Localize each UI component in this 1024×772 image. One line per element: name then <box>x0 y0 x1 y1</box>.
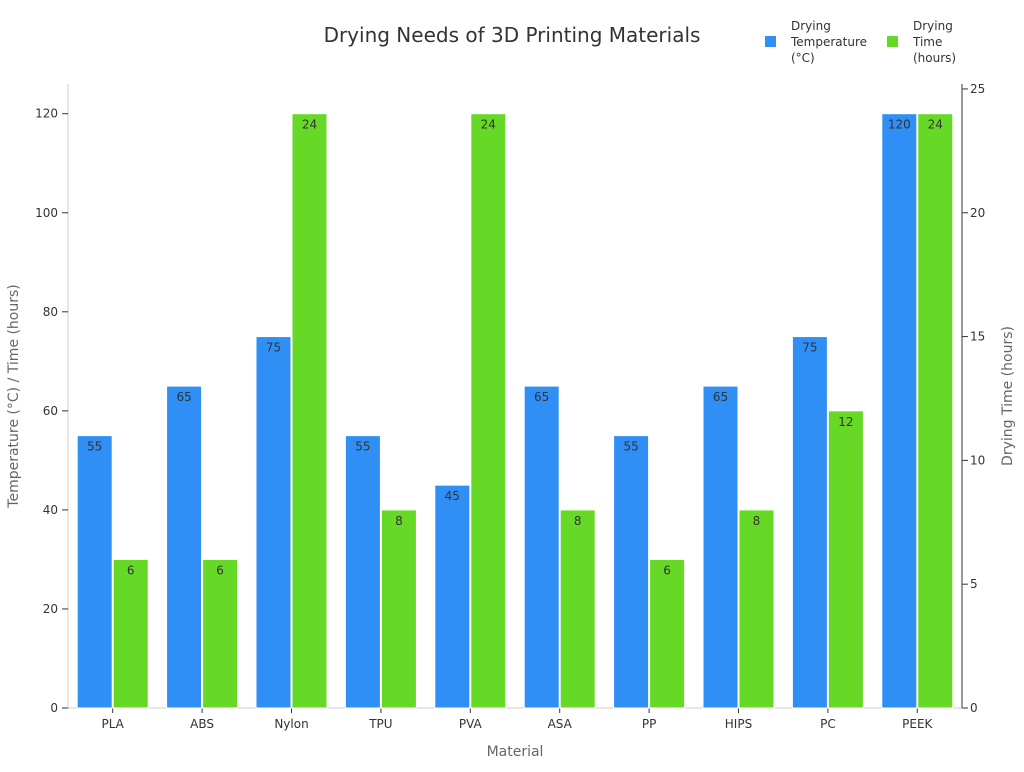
y-tick-label-left: 40 <box>43 503 58 517</box>
y-tick-label-right: 20 <box>970 206 985 220</box>
bar-temperature <box>255 336 292 709</box>
bar-label-temperature: 75 <box>802 341 817 355</box>
bar-label-drying-time: 8 <box>753 514 761 528</box>
bar-label-temperature: 65 <box>534 390 549 404</box>
x-tick-label: PP <box>642 717 656 731</box>
x-axis-title: Material <box>487 744 544 760</box>
x-tick-label: TPU <box>368 717 392 731</box>
y-tick-label-left: 60 <box>43 404 58 418</box>
bar-drying-time <box>649 558 686 709</box>
y-ticks-left: 0 20 40 60 80 100 120 <box>35 107 68 715</box>
y-tick-label-right: 5 <box>970 577 978 591</box>
x-tick-label: HIPS <box>725 717 752 731</box>
bar-label-drying-time: 24 <box>302 118 317 132</box>
x-ticks: PLA ABS Nylon TPU PVA ASA PP HIPS PC PEEK <box>101 708 934 731</box>
y-tick-label-left: 0 <box>50 701 58 715</box>
bar-temperature <box>791 336 828 709</box>
x-tick-label: PEEK <box>902 717 933 731</box>
bar-drying-time <box>917 113 954 709</box>
bar-temperature <box>523 385 560 709</box>
bar-label-temperature: 65 <box>176 390 191 404</box>
legend-swatch <box>887 36 898 47</box>
bar-drying-time <box>470 113 507 709</box>
bar-drying-time <box>202 558 239 709</box>
x-tick-label: PVA <box>459 717 483 731</box>
bar-drying-time <box>380 509 417 709</box>
bar-label-drying-time: 8 <box>574 514 582 528</box>
y-ticks-right: 0 5 10 15 20 25 <box>962 82 985 715</box>
y-tick-label-left: 80 <box>43 305 58 319</box>
bar-label-drying-time: 8 <box>395 514 403 528</box>
bar-label-drying-time: 24 <box>481 118 496 132</box>
bar-temperature <box>881 113 918 709</box>
bar-temperature <box>434 484 471 709</box>
y-tick-label-left: 120 <box>35 107 58 121</box>
bar-label-drying-time: 24 <box>928 118 943 132</box>
y-tick-label-right: 25 <box>970 82 985 96</box>
legend-label: Drying Temperature (°C) <box>790 19 867 65</box>
bar-label-temperature: 120 <box>888 118 911 132</box>
x-tick-label: ASA <box>548 717 573 731</box>
chart-title: Drying Needs of 3D Printing Materials <box>324 23 701 47</box>
bar-label-drying-time: 6 <box>127 563 135 577</box>
bar-temperature <box>344 435 381 709</box>
bar-drying-time <box>291 113 328 709</box>
x-tick-label: PLA <box>101 717 124 731</box>
y-axis-title-left: Temperature (°C) / Time (hours) <box>6 284 22 508</box>
x-tick-label: ABS <box>190 717 214 731</box>
bar-label-drying-time: 6 <box>663 563 671 577</box>
bar-temperature <box>76 435 113 709</box>
x-tick-label: Nylon <box>274 717 308 731</box>
bar-temperature <box>613 435 650 709</box>
legend-swatch <box>765 36 776 47</box>
bar-label-temperature: 55 <box>355 440 370 454</box>
bar-label-drying-time: 6 <box>216 563 224 577</box>
bars: 55 6 65 6 75 24 55 8 45 24 65 8 55 6 65 8 75 12 120 24 <box>76 113 954 709</box>
bar-label-temperature: 65 <box>713 390 728 404</box>
bar-temperature <box>166 385 203 709</box>
legend: Drying Temperature (°C) Drying Time (hours) <box>765 19 956 65</box>
bar-label-temperature: 45 <box>445 489 460 503</box>
bar-drying-time <box>559 509 596 709</box>
bar-drying-time <box>112 558 149 709</box>
y-tick-label-right: 15 <box>970 330 985 344</box>
bar-label-drying-time: 12 <box>838 415 853 429</box>
bar-label-temperature: 55 <box>623 440 638 454</box>
legend-label: Drying Time (hours) <box>912 19 956 65</box>
x-tick-label: PC <box>820 717 836 731</box>
bar-drying-time <box>827 410 864 709</box>
y-tick-label-right: 10 <box>970 453 985 467</box>
y-tick-label-left: 100 <box>35 206 58 220</box>
bar-label-temperature: 55 <box>87 440 102 454</box>
bar-drying-time <box>738 509 775 709</box>
bar-temperature <box>702 385 739 709</box>
bar-label-temperature: 75 <box>266 341 281 355</box>
y-axis-title-right: Drying Time (hours) <box>1000 326 1016 466</box>
y-tick-label-left: 20 <box>43 602 58 616</box>
y-tick-label-right: 0 <box>970 701 978 715</box>
